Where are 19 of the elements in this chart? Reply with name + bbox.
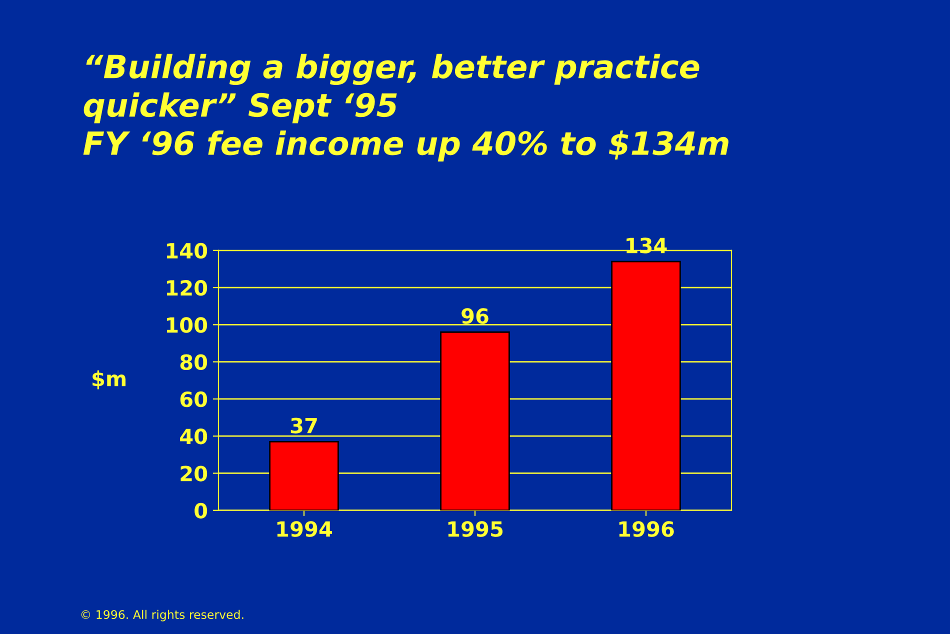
y-tick-label: 140 — [166, 242, 208, 259]
y-tick-label: 60 — [180, 391, 208, 408]
bar — [440, 331, 510, 510]
y-tick-label: 120 — [166, 280, 208, 296]
y-axis-title: $m — [92, 370, 126, 390]
bar — [611, 260, 681, 510]
y-tick-label: 0 — [194, 502, 208, 519]
bar — [269, 440, 339, 510]
y-tick-label: 20 — [180, 466, 208, 482]
y-tick-label: 40 — [180, 428, 208, 444]
x-tick-label: 1996 — [619, 521, 674, 537]
data-label: 37 — [290, 418, 317, 434]
x-tick-label: 1995 — [448, 521, 503, 537]
y-tick-label: 100 — [166, 317, 208, 333]
x-tick-label: 1994 — [277, 521, 332, 537]
data-label: 96 — [462, 308, 488, 324]
text: © 1996. All rights reserved. — [81, 610, 244, 622]
chart-title: “Building a bigger, better practice quicker” Sept ‘95 FY ‘96 fee income up 40% to $134m — [83, 54, 728, 162]
y-tick-label: 80 — [180, 354, 208, 370]
